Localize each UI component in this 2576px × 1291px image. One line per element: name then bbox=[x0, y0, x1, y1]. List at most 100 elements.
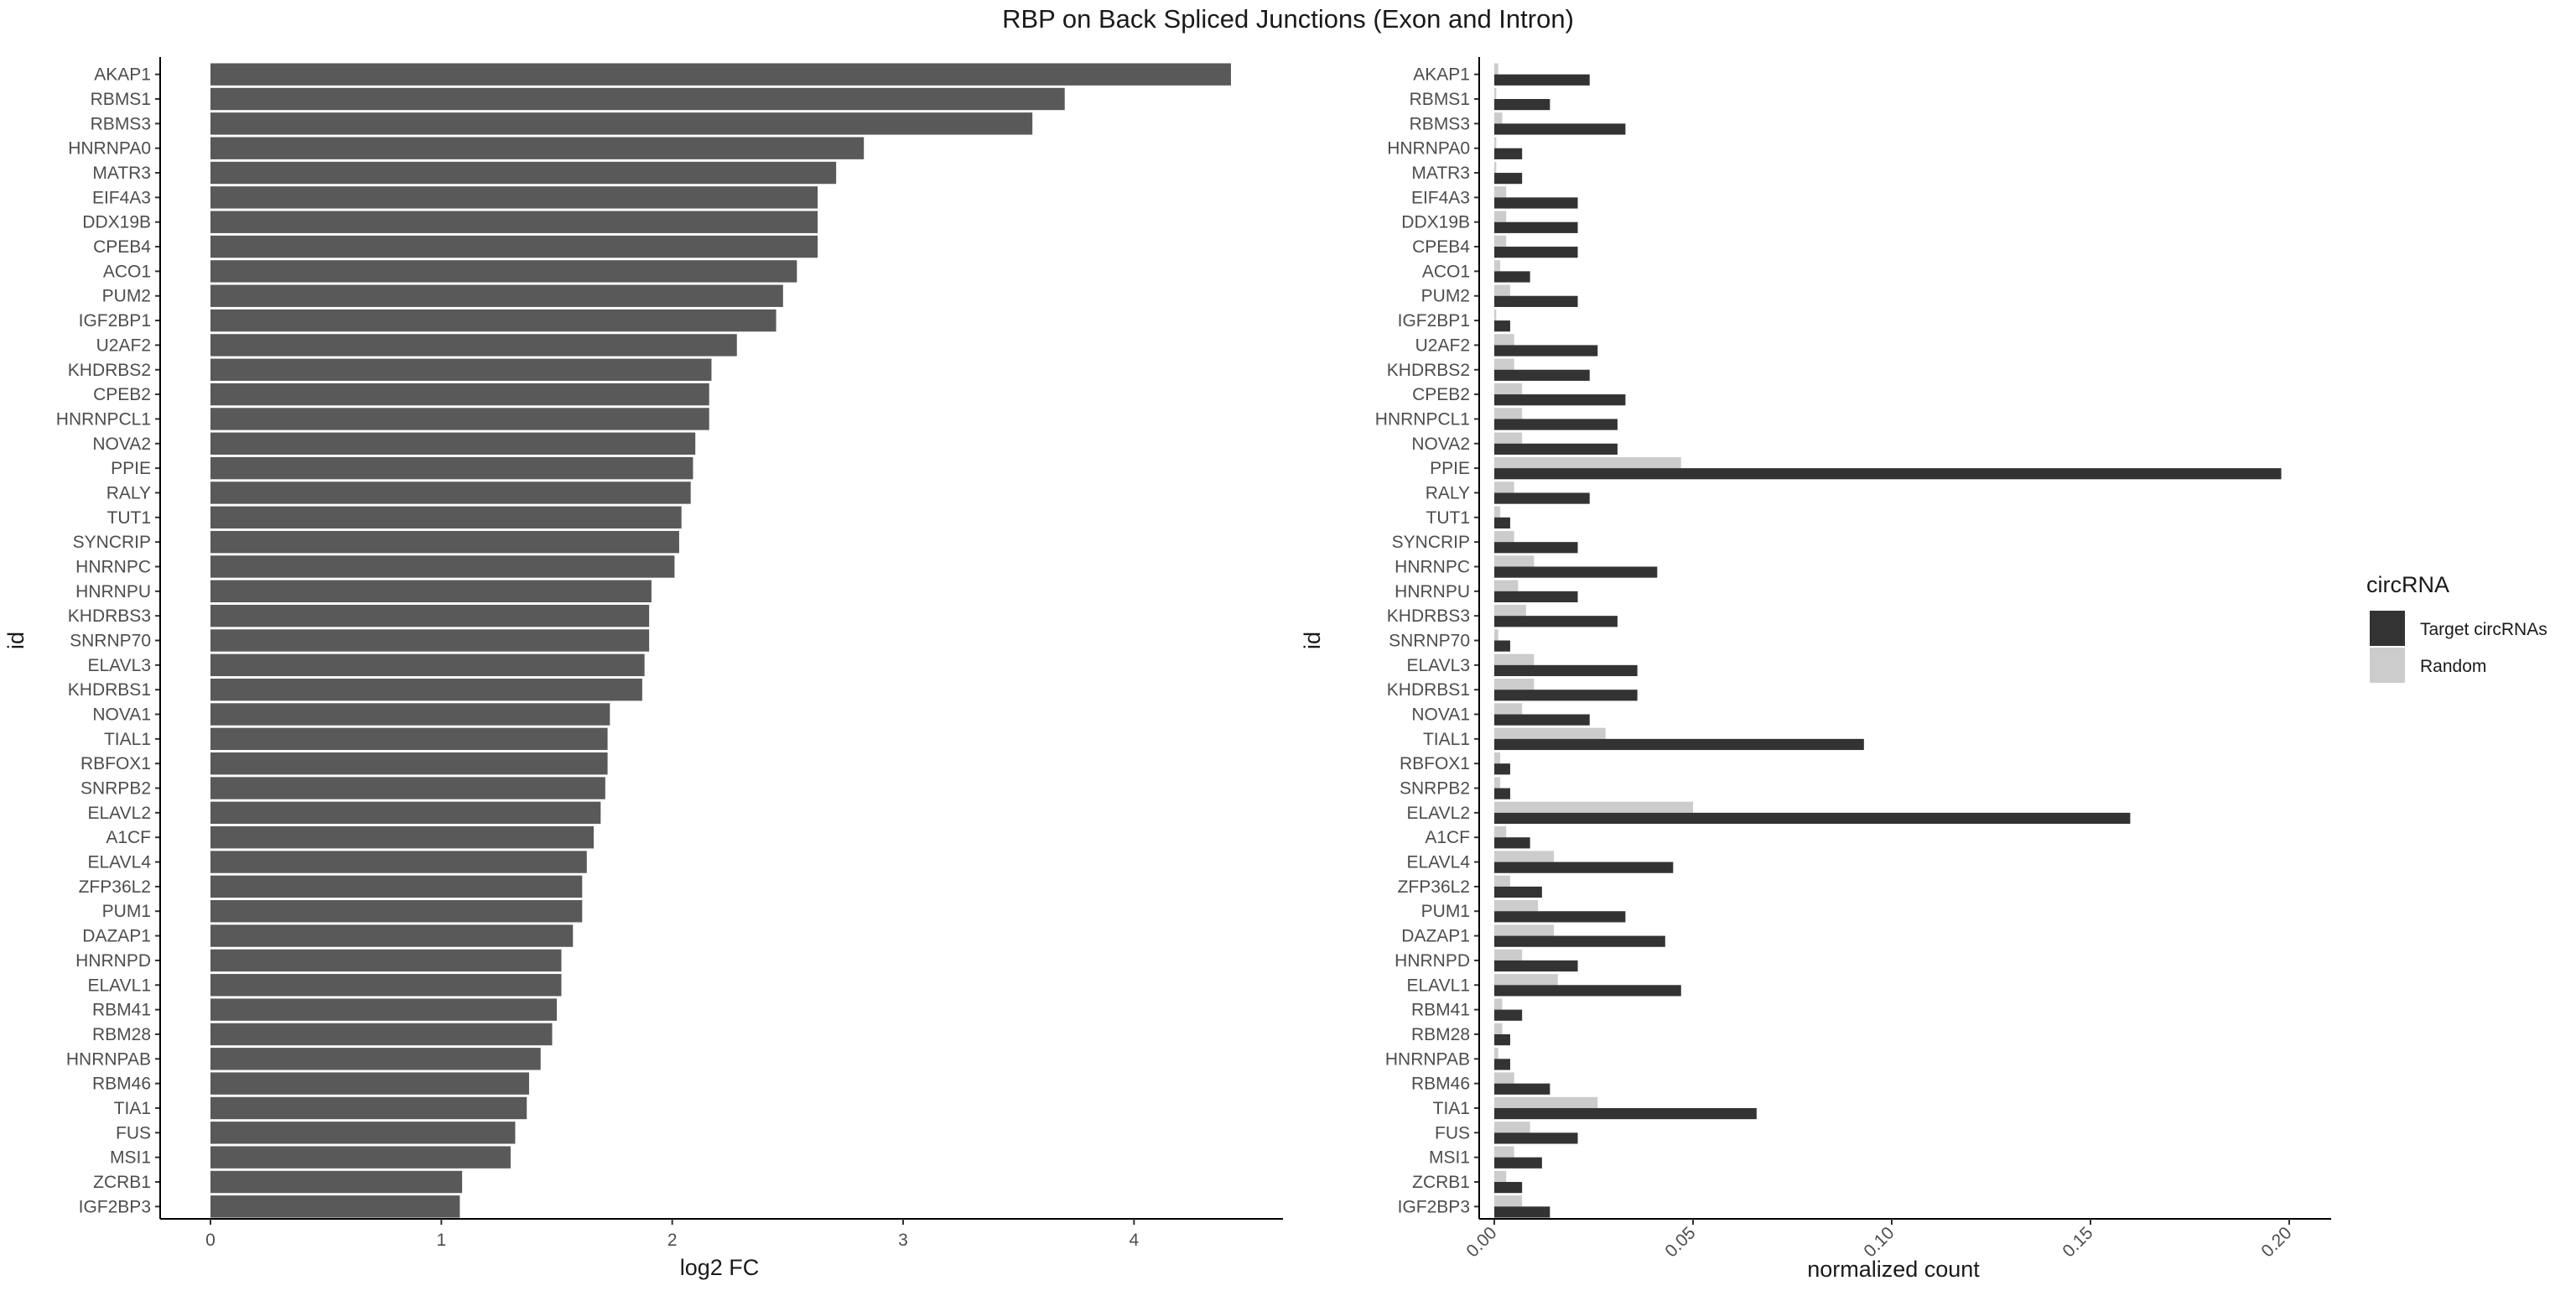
y-tick-label: KHDRBS3 bbox=[68, 606, 151, 626]
bar-target-hnrnpu bbox=[1494, 591, 1578, 603]
bar-hnrnpu bbox=[210, 580, 652, 603]
y-tick-label: RALY bbox=[1426, 483, 1470, 502]
bar-random-hnrnpa0 bbox=[1494, 137, 1497, 148]
bar-random-zcrb1 bbox=[1494, 1170, 1507, 1182]
bar-ddx19b bbox=[210, 211, 818, 233]
y-tick-label: RBM28 bbox=[92, 1025, 151, 1044]
bar-random-cpeb2 bbox=[1494, 383, 1523, 395]
y-tick-label: RBM46 bbox=[1411, 1075, 1470, 1094]
y-tick-label: DDX19B bbox=[1401, 213, 1470, 232]
bar-target-u2af2 bbox=[1494, 345, 1598, 357]
bar-random-aco1 bbox=[1494, 260, 1501, 272]
bar-akap1 bbox=[210, 63, 1231, 86]
normalized-count-panel: AKAP1 RBMS1 RBMS3 HNRNPA0 MATR3 EIF4A3 DDX19B C… bbox=[1300, 57, 2331, 1282]
bar-target-igf2bp1 bbox=[1494, 320, 1510, 332]
y-axis-title: id bbox=[3, 632, 29, 649]
y-tick-label: CPEB2 bbox=[93, 385, 151, 404]
bar-hnrnpcl1 bbox=[210, 408, 709, 430]
bar-random-khdrbs3 bbox=[1494, 604, 1526, 617]
y-tick-label: RBMS3 bbox=[1410, 114, 1470, 133]
bar-random-tia1 bbox=[1494, 1096, 1598, 1108]
bar-target-khdrbs2 bbox=[1494, 369, 1590, 381]
y-tick-label: CPEB2 bbox=[1412, 385, 1470, 404]
y-tick-label: RBMS3 bbox=[91, 114, 151, 133]
bar-aco1 bbox=[210, 260, 797, 283]
bar-pum2 bbox=[210, 284, 783, 307]
y-tick-label: KHDRBS2 bbox=[68, 361, 151, 380]
x-axis-title: normalized count bbox=[1807, 1257, 1980, 1282]
legend-swatch-random bbox=[2370, 648, 2405, 683]
bar-target-hnrnpc bbox=[1494, 566, 1658, 578]
bar-elavl1 bbox=[210, 974, 562, 997]
log2fc-panel: AKAP1 RBMS1 RBMS3 HNRNPA0 MATR3 EIF4A3 DDX19B C… bbox=[3, 57, 1283, 1280]
y-tick-label: ELAVL4 bbox=[88, 853, 152, 872]
x-tick-label: 0.20 bbox=[2257, 1223, 2295, 1261]
bar-target-rbfox1 bbox=[1494, 763, 1510, 775]
y-tick-label: HNRNPA0 bbox=[68, 139, 151, 159]
bar-random-hnrnpu bbox=[1494, 580, 1519, 591]
y-tick-label: NOVA1 bbox=[92, 705, 151, 725]
y-tick-label: HNRNPCL1 bbox=[56, 409, 151, 429]
y-tick-label: PUM1 bbox=[102, 902, 151, 921]
bar-u2af2 bbox=[210, 334, 737, 357]
bar-target-elavl1 bbox=[1494, 985, 1681, 997]
y-tick-label: PPIE bbox=[111, 459, 151, 478]
y-tick-label: AKAP1 bbox=[94, 65, 151, 85]
bar-target-hnrnpcl1 bbox=[1494, 419, 1618, 430]
y-tick-label: HNRNPC bbox=[75, 557, 151, 576]
bar-target-cpeb2 bbox=[1494, 394, 1626, 406]
bar-random-akap1 bbox=[1494, 63, 1498, 75]
y-tick-label: CPEB4 bbox=[93, 237, 151, 257]
bar-eif4a3 bbox=[210, 186, 818, 209]
bar-target-elavl4 bbox=[1494, 862, 1674, 873]
bar-random-pum2 bbox=[1494, 284, 1510, 296]
legend: circRNA Target circRNAs Random bbox=[2366, 572, 2547, 683]
y-tick-label: DAZAP1 bbox=[1401, 927, 1470, 946]
bar-random-raly bbox=[1494, 482, 1514, 493]
x-tick-label: 0.00 bbox=[1462, 1223, 1500, 1261]
y-tick-label: HNRNPCL1 bbox=[1375, 409, 1470, 429]
y-tick-label: MSI1 bbox=[1429, 1148, 1470, 1168]
y-tick-label: IGF2BP1 bbox=[1398, 311, 1470, 331]
bar-target-pum1 bbox=[1494, 911, 1626, 923]
y-tick-label: HNRNPD bbox=[1394, 951, 1470, 971]
y-tick-label: ELAVL1 bbox=[1407, 976, 1471, 995]
bar-khdrbs3 bbox=[210, 604, 650, 627]
bar-tia1 bbox=[210, 1096, 527, 1120]
y-tick-label: RALY bbox=[106, 483, 151, 502]
x-tick-label: 0.15 bbox=[2059, 1223, 2096, 1261]
y-tick-label: HNRNPU bbox=[75, 582, 151, 601]
bar-random-khdrbs2 bbox=[1494, 358, 1514, 370]
bar-random-matr3 bbox=[1494, 161, 1497, 174]
bar-target-ppie bbox=[1494, 468, 2282, 480]
y-tick-label: MSI1 bbox=[110, 1148, 151, 1168]
y-tick-label: TIAL1 bbox=[104, 730, 151, 749]
bar-random-tial1 bbox=[1494, 727, 1606, 739]
bar-khdrbs2 bbox=[210, 358, 712, 381]
y-tick-label: IGF2BP3 bbox=[1398, 1197, 1470, 1216]
y-tick-label: FUS bbox=[1435, 1123, 1470, 1143]
bar-cpeb2 bbox=[210, 383, 709, 406]
bar-rbm41 bbox=[210, 998, 557, 1021]
bar-target-rbm46 bbox=[1494, 1083, 1550, 1095]
y-tick-label: FUS bbox=[116, 1123, 151, 1143]
x-axis-title: log2 FC bbox=[680, 1255, 760, 1280]
y-tick-label: KHDRBS1 bbox=[1387, 680, 1470, 700]
y-tick-label: RBM46 bbox=[92, 1075, 151, 1094]
y-tick-label: PUM2 bbox=[1421, 287, 1470, 306]
bar-target-raly bbox=[1494, 492, 1590, 504]
bar-target-hnrnpa0 bbox=[1494, 148, 1523, 159]
bar-target-nova2 bbox=[1494, 443, 1618, 455]
bar-target-matr3 bbox=[1494, 173, 1523, 185]
bar-fus bbox=[210, 1122, 516, 1144]
y-tick-label: ELAVL3 bbox=[88, 656, 152, 675]
bar-random-tut1 bbox=[1494, 506, 1501, 518]
legend-label-target: Target circRNAs bbox=[2420, 620, 2547, 639]
bar-target-igf2bp3 bbox=[1494, 1206, 1550, 1218]
bar-snrpb2 bbox=[210, 777, 605, 799]
bar-target-elavl2 bbox=[1494, 812, 2131, 825]
bar-random-hnrnpd bbox=[1494, 949, 1523, 960]
bar-igf2bp3 bbox=[210, 1195, 460, 1218]
